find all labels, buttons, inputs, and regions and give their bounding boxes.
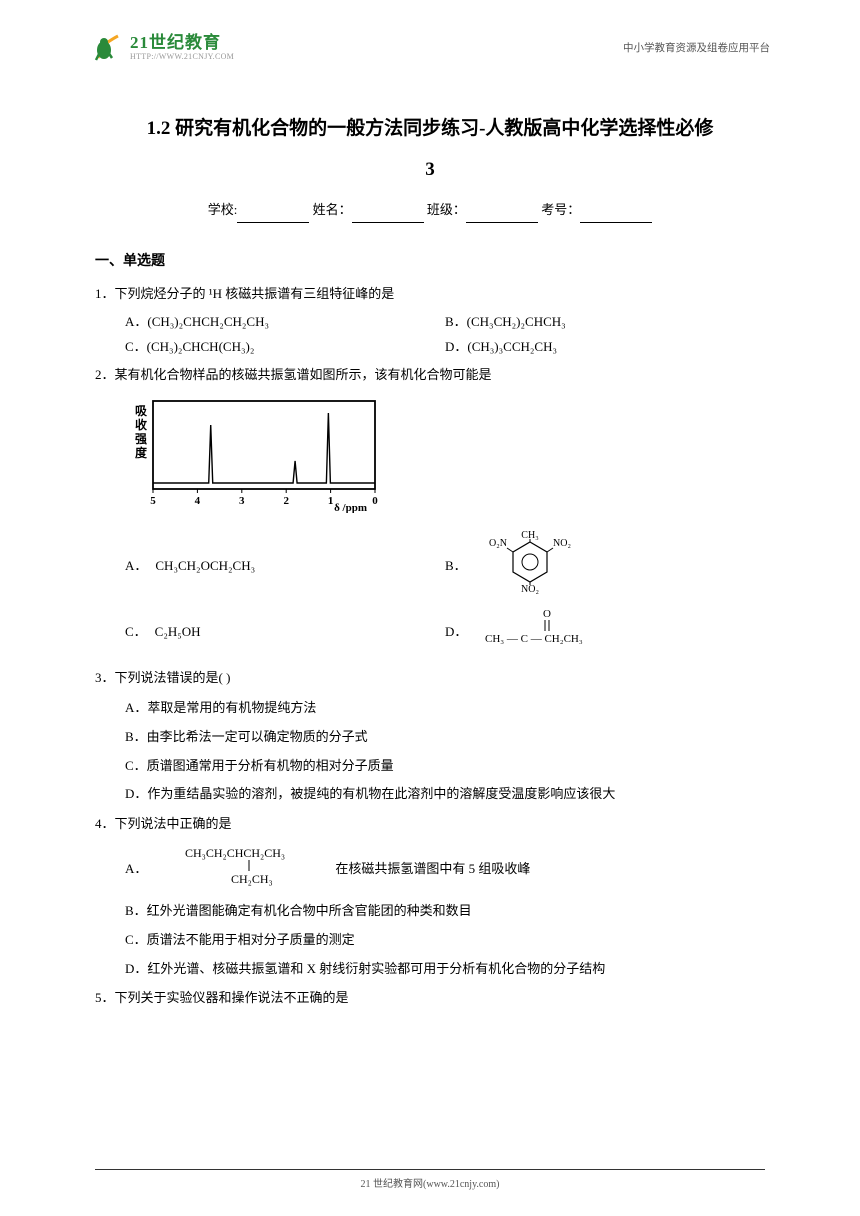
nmr-spectrum-chart: 吸收强度 5 4 3 2 1 0 δ /ppm (125, 393, 385, 524)
ketone-structure-icon: O CH₃ — C — CH₂CH₃ (475, 607, 625, 658)
q2-option-a: A． CH₃CH₂OCH₂CH₃ (125, 530, 445, 603)
svg-text:CH₃ — C — CH₂CH₃: CH₃ — C — CH₂CH₃ (485, 633, 583, 645)
question-5: 5．下列关于实验仪器和操作说法不正确的是 (95, 986, 765, 1011)
q4-option-c: C．质谱法不能用于相对分子质量的测定 (125, 928, 765, 953)
section-1-header: 一、单选题 (95, 249, 765, 276)
q4-a-suffix: 在核磁共振氢谱图中有 5 组吸收峰 (335, 857, 530, 882)
svg-text:5: 5 (150, 495, 156, 507)
q3-option-b: B．由李比希法一定可以确定物质的分子式 (125, 725, 765, 750)
question-1: 1．下列烷烃分子的 ¹H 核磁共振谱有三组特征峰的是 (95, 282, 765, 307)
q4-option-b: B．红外光谱图能确定有机化合物中所含官能团的种类和数目 (125, 899, 765, 924)
q2-option-d: D． O CH₃ — C — CH₂CH₃ (445, 603, 765, 663)
logo-icon (90, 28, 128, 66)
svg-text:NO₂: NO₂ (521, 584, 539, 594)
q3-option-d: D．作为重结晶实验的溶剂，被提纯的有机物在此溶剂中的溶解度受温度影响应该很大 (125, 782, 765, 807)
q2-c-formula: C₂H₅OH (155, 620, 201, 645)
question-2: 2．某有机化合物样品的核磁共振氢谱如图所示，该有机化合物可能是 (95, 363, 765, 388)
q2-option-b: B． CH₃ O₂N NO₂ NO₂ (445, 530, 765, 603)
q1-option-c: C．(CH₃)₂CHCH(CH₃)₂ (125, 335, 445, 360)
q4-options: A． CH₃CH₂CHCH₂CH₃ CH₂CH₃ 在核磁共振氢谱图中有 5 组吸… (95, 841, 765, 984)
svg-text:CH₃CH₂CHCH₂CH₃: CH₃CH₂CHCH₂CH₃ (185, 846, 285, 860)
q4-a-label: A． (125, 857, 147, 882)
form-id-label: 考号： (541, 202, 580, 217)
form-line: 学校: 姓名： 班级： 考号： (95, 198, 765, 223)
svg-text:δ /ppm: δ /ppm (334, 502, 367, 513)
logo-main-text: 21世纪教育 (130, 34, 234, 51)
q3-option-a: A．萃取是常用的有机物提纯方法 (125, 696, 765, 721)
page-footer: 21 世纪教育网(www.21cnjy.com) (0, 1175, 860, 1190)
q2-option-c: C． C₂H₅OH (125, 603, 445, 663)
form-id-blank (580, 208, 652, 223)
svg-text:CH₂CH₃: CH₂CH₃ (231, 872, 273, 886)
svg-text:0: 0 (372, 495, 378, 507)
svg-text:NO₂: NO₂ (553, 538, 571, 549)
logo-sub-text: HTTP://WWW.21CNJY.COM (130, 53, 234, 61)
svg-text:3: 3 (239, 495, 245, 507)
logo: 21世纪教育 HTTP://WWW.21CNJY.COM (90, 28, 234, 66)
svg-text:1: 1 (328, 495, 334, 507)
svg-text:4: 4 (195, 495, 201, 507)
svg-text:O₂N: O₂N (489, 538, 507, 549)
q2-c-label: C． (125, 620, 147, 645)
svg-text:收: 收 (135, 417, 147, 432)
branched-alkane-structure-icon: CH₃CH₂CHCH₂CH₃ CH₂CH₃ (181, 843, 331, 896)
svg-text:吸: 吸 (135, 404, 148, 418)
form-school-blank (237, 208, 309, 223)
form-class-blank (466, 208, 538, 223)
q3-option-c: C．质谱图通常用于分析有机物的相对分子质量 (125, 754, 765, 779)
page-header: 21世纪教育 HTTP://WWW.21CNJY.COM 中小学教育资源及组卷应… (0, 0, 860, 74)
q2-d-label: D． (445, 620, 467, 645)
footer-divider (95, 1169, 765, 1170)
question-4: 4．下列说法中正确的是 (95, 812, 765, 837)
q2-options: A． CH₃CH₂OCH₂CH₃ B． CH₃ O₂N NO₂ NO₂ (95, 530, 765, 663)
q4-option-a: A． CH₃CH₂CHCH₂CH₃ CH₂CH₃ 在核磁共振氢谱图中有 5 组吸… (125, 843, 765, 896)
q2-b-label: B． (445, 554, 467, 579)
form-class-label: 班级： (427, 202, 466, 217)
svg-text:强: 强 (135, 432, 147, 446)
form-school-label: 学校: (208, 202, 238, 217)
main-content: 1.2 研究有机化合物的一般方法同步练习-人教版高中化学选择性必修 3 学校: … (0, 74, 860, 1011)
form-name-blank (352, 208, 424, 223)
svg-text:O: O (543, 608, 551, 620)
q4-option-d: D．红外光谱、核磁共振氢谱和 X 射线衍射实验都可用于分析有机化合物的分子结构 (125, 957, 765, 982)
q1-option-a: A．(CH₃)₂CHCH₂CH₂CH₃ (125, 310, 445, 335)
header-right-text: 中小学教育资源及组卷应用平台 (623, 40, 770, 55)
question-3: 3．下列说法错误的是( ) (95, 666, 765, 691)
svg-text:度: 度 (135, 445, 148, 460)
tnt-structure-icon: CH₃ O₂N NO₂ NO₂ (475, 530, 585, 603)
q2-a-formula: CH₃CH₂OCH₂CH₃ (155, 554, 255, 579)
document-title: 1.2 研究有机化合物的一般方法同步练习-人教版高中化学选择性必修 (95, 112, 765, 146)
logo-text: 21世纪教育 HTTP://WWW.21CNJY.COM (130, 34, 234, 61)
form-name-label: 姓名： (313, 202, 352, 217)
document-title-num: 3 (95, 152, 765, 188)
svg-text:2: 2 (283, 495, 289, 507)
q1-options: A．(CH₃)₂CHCH₂CH₂CH₃ B．(CH₃CH₂)₂CHCH₃ C．(… (95, 310, 765, 359)
q2-a-label: A． (125, 554, 147, 579)
q1-option-b: B．(CH₃CH₂)₂CHCH₃ (445, 310, 765, 335)
q3-options: A．萃取是常用的有机物提纯方法 B．由李比希法一定可以确定物质的分子式 C．质谱… (95, 694, 765, 809)
q1-option-d: D．(CH₃)₃CCH₂CH₃ (445, 335, 765, 360)
